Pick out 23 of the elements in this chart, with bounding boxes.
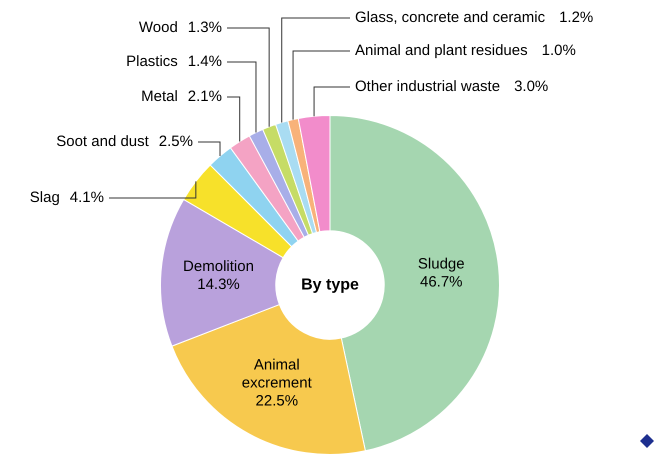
slice-label: Metal xyxy=(141,88,178,106)
data-label: 4.1% xyxy=(70,189,104,206)
text: By type xyxy=(301,276,359,294)
data-label: 1.4% xyxy=(188,53,222,70)
slice-label: Glass, concrete and ceramic xyxy=(355,9,546,26)
slice-label: Wood xyxy=(138,19,178,36)
slice-label: Slag xyxy=(30,189,60,206)
data-label: 46.7% xyxy=(420,273,463,290)
slice-label: Plastics xyxy=(126,53,178,70)
slice-label: Other industrial waste xyxy=(355,78,500,96)
data-label: 1.0% xyxy=(542,42,576,60)
data-label: 14.3% xyxy=(197,276,240,294)
data-label: 1.2% xyxy=(559,9,594,26)
slice-label: Soot and dust xyxy=(56,133,150,150)
data-label: 3.0% xyxy=(514,78,548,96)
slice-label: Animal excrement xyxy=(242,356,313,392)
slice-label: Sludge xyxy=(418,255,465,272)
data-label: 22.5% xyxy=(256,392,298,410)
slice-label: Animal and plant residues xyxy=(355,42,528,60)
data-label: 2.1% xyxy=(188,88,222,106)
data-label: 2.5% xyxy=(158,133,193,150)
slice-label: Demolition xyxy=(183,258,254,276)
data-label: 1.3% xyxy=(188,19,222,36)
